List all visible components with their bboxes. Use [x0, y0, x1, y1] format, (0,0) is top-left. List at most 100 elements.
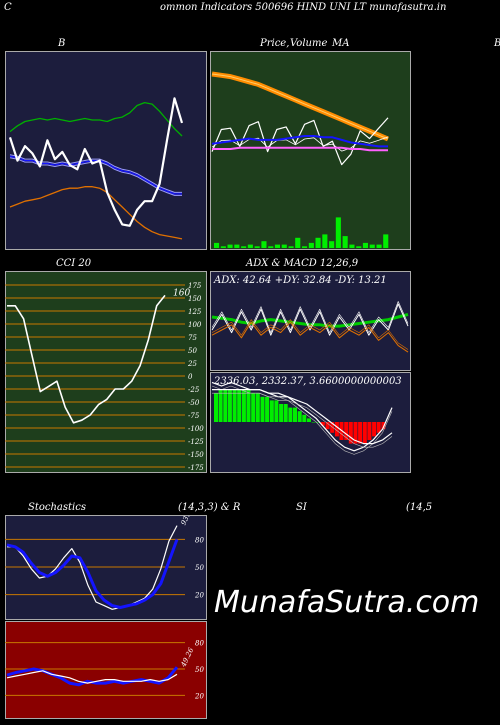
macd-histogram-bar — [265, 396, 270, 422]
cci-last-value-label: 160 — [173, 288, 190, 298]
volume-bar — [220, 246, 226, 248]
stochastics-chart: 80 50 20 93.49 — [5, 515, 207, 620]
volume-bar — [234, 244, 240, 248]
macd-chart: 2336.03, 2332.37, 3.6600000000003 — [210, 372, 411, 473]
volume-title: Volume — [290, 38, 328, 49]
si-title: SI — [296, 502, 307, 513]
volume-bar — [274, 244, 280, 248]
volume-bar — [241, 246, 247, 248]
macd-histogram-bar — [353, 422, 358, 444]
volume-bar — [254, 246, 260, 248]
macd-histogram-bar — [362, 422, 367, 444]
macd-readout: 2336.03, 2332.37, 3.6600000000003 — [213, 376, 402, 387]
volume-bar — [295, 237, 301, 248]
adx-minus-di-line — [211, 321, 409, 353]
macd-histogram-bar — [283, 404, 288, 422]
adx-readout: ADX: 42.64 +DY: 32.84 -DY: 13.21 — [213, 275, 387, 286]
cci-tick-label: -175 — [188, 464, 204, 472]
macd-histogram-bar — [251, 393, 256, 422]
macd-histogram-bar — [330, 422, 335, 433]
macd-histogram-bar — [367, 422, 372, 440]
volume-bar — [268, 246, 274, 248]
macd-histogram-bar — [297, 411, 302, 422]
macd-histogram-bar — [214, 393, 218, 422]
page-title: ommon Indicators 500696 HIND UNI LT muna… — [160, 2, 447, 13]
volume-bar — [356, 246, 362, 248]
bollinger-middle-band-upper — [9, 154, 182, 193]
bollinger-price-line — [8, 97, 184, 227]
bollinger-background — [5, 51, 207, 250]
cci-tick-label: 125 — [188, 308, 202, 316]
right-edge-letter: B — [494, 38, 500, 49]
price-line — [211, 117, 389, 166]
cci-chart: 175 150 125 100 75 50 25 0 -25 -50 -75 -100 -125 -150… — [5, 271, 207, 473]
macd-histogram-bar — [237, 389, 242, 422]
stochastics-k-line — [7, 525, 178, 610]
cci-tick-label: 150 — [188, 295, 202, 303]
macd-histogram-bar — [246, 389, 251, 422]
volume-bar — [247, 244, 253, 248]
macd-histogram-bar — [274, 400, 279, 422]
macd-histogram-bar — [288, 407, 293, 422]
bollinger-chart — [5, 51, 207, 250]
macd-histogram-bar — [344, 422, 349, 440]
bollinger-lower-band-line — [9, 186, 183, 240]
header-left-letter: C — [4, 2, 12, 13]
price-ma-pink-line — [212, 146, 388, 152]
macd-histogram-bar — [302, 414, 307, 422]
volume-bar — [342, 236, 348, 248]
macd-histogram-bar — [255, 393, 260, 422]
macd-histogram-bar — [241, 389, 246, 422]
volume-bar — [322, 234, 328, 248]
cci-tick-label: 0 — [188, 373, 193, 381]
stochastics-params: (14,3,3) & R — [178, 502, 241, 513]
macd-histogram-bar — [311, 422, 316, 423]
cci-tick-label: -125 — [188, 438, 204, 446]
cci-tick-label: 75 — [188, 334, 197, 342]
price-long-ma-highlight — [211, 73, 389, 140]
adx-chart: ADX: 42.64 +DY: 32.84 -DY: 13.21 — [210, 271, 411, 371]
stochastics-tick-label: 50 — [195, 564, 204, 572]
rsi-params: (14,5 — [406, 502, 433, 513]
price-smooth-line — [211, 136, 389, 152]
macd-histogram-bar — [372, 422, 377, 437]
volume-bar — [227, 244, 233, 248]
bollinger-title: B — [58, 38, 66, 49]
volume-bar — [335, 217, 341, 248]
macd-histogram-bar — [316, 422, 321, 423]
stochastics-tick-label: 20 — [194, 592, 204, 600]
macd-histogram-bar — [223, 389, 228, 422]
cci-tick-label: 25 — [187, 360, 197, 368]
macd-histogram-bar — [232, 389, 237, 422]
volume-bar — [214, 242, 220, 248]
macd-histogram-bar — [279, 404, 284, 422]
price-ma-blue-line — [211, 135, 388, 148]
volume-bar — [308, 242, 314, 248]
cci-line — [7, 294, 166, 424]
adx-macd-title: ADX & MACD 12,26,9 — [246, 258, 359, 269]
macd-histogram-bar — [334, 422, 339, 437]
stochastics-title: Stochastics — [28, 502, 86, 513]
macd-histogram-bar — [325, 422, 330, 430]
volume-bar — [369, 244, 375, 248]
volume-bar — [362, 242, 368, 248]
watermark: MunafaSutra.com — [214, 585, 480, 620]
macd-histogram-bar — [227, 389, 232, 422]
volume-bar — [315, 237, 321, 248]
price-title: Price, — [260, 38, 290, 49]
volume-bar — [261, 241, 267, 248]
volume-bar — [281, 244, 287, 248]
rsi-tick-label: 50 — [195, 666, 204, 674]
macd-signal-shadow — [212, 392, 393, 448]
stochastics-tick-label: 80 — [195, 536, 204, 544]
macd-histogram-bar — [260, 396, 265, 422]
macd-macd-shadow — [211, 385, 393, 455]
cci-tick-label: 100 — [188, 321, 202, 329]
volume-bar — [329, 241, 335, 248]
cci-tick-label: -25 — [188, 386, 200, 394]
cci-title: CCI 20 — [56, 258, 92, 269]
macd-histogram-bar — [358, 422, 363, 444]
cci-tick-label: -100 — [188, 425, 204, 433]
cci-tick-label: -150 — [188, 451, 204, 459]
cci-tick-label: -50 — [188, 399, 200, 407]
